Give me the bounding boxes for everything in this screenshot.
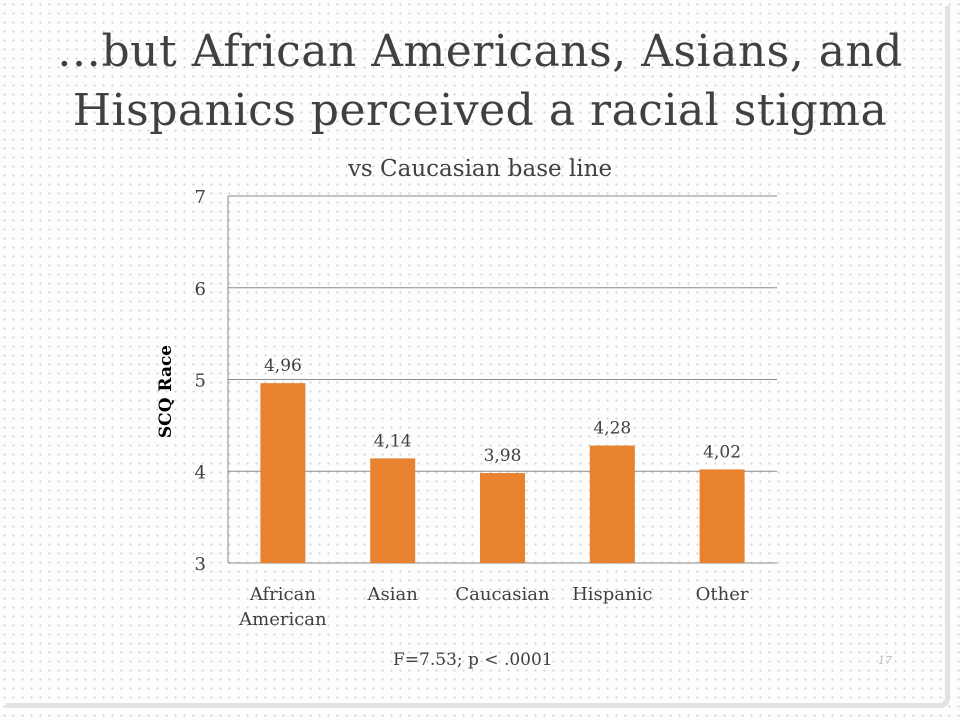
slide-title: …but African Americans, Asians, and Hisp… — [0, 22, 960, 140]
x-category-label: Hispanic — [572, 584, 652, 605]
y-tick-label: 3 — [195, 554, 206, 575]
y-tick-label: 5 — [195, 371, 206, 392]
x-category-label: Caucasian — [455, 584, 550, 605]
data-label: 4,02 — [703, 442, 741, 462]
x-category-label: African — [249, 584, 317, 605]
x-category-label: Other — [696, 584, 749, 605]
statistics-footnote: F=7.53; p < .0001 — [393, 650, 553, 670]
bar-african-american — [260, 383, 306, 563]
slide-card — [6, 6, 950, 708]
data-label: 4,28 — [593, 419, 631, 439]
bar-asian — [370, 458, 416, 563]
data-label: 4,96 — [264, 356, 302, 376]
y-axis-title: SCQ Race — [156, 345, 176, 438]
bar-other — [699, 469, 745, 563]
bar-hispanic — [589, 445, 635, 563]
x-category-label: American — [238, 609, 327, 630]
data-label: 3,98 — [484, 446, 522, 466]
x-category-label: Asian — [367, 584, 419, 605]
slide-number: 17 — [878, 654, 892, 667]
y-tick-label: 4 — [195, 462, 206, 483]
data-label: 4,14 — [374, 431, 412, 451]
y-tick-label: 6 — [195, 279, 206, 300]
bar-caucasian — [480, 473, 525, 563]
slide-title-line-1: …but African Americans, Asians, and — [57, 26, 903, 77]
slide-title-line-2: Hispanics perceived a racial stigma — [72, 85, 888, 136]
y-tick-label: 7 — [195, 187, 206, 208]
chart-title: vs Caucasian base line — [347, 156, 613, 182]
